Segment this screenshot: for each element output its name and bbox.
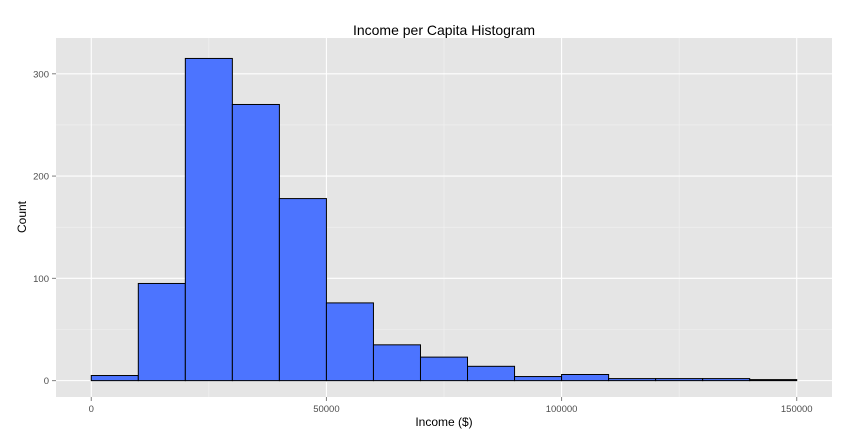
y-tick-label: 300 — [33, 69, 49, 80]
x-axis-label: Income ($) — [415, 415, 472, 429]
histogram-bar — [90, 375, 139, 382]
histogram-bar — [419, 356, 469, 382]
histogram-bars — [90, 57, 798, 382]
histogram-bar — [325, 302, 374, 382]
x-tick-label: 100000 — [546, 404, 578, 415]
histogram-bar — [655, 378, 704, 382]
y-axis-ticks: 0 100 200 300 — [33, 69, 56, 387]
histogram-bar — [561, 373, 610, 382]
y-tick-label: 200 — [33, 172, 49, 183]
histogram-bar — [467, 365, 516, 382]
histogram-bar — [137, 282, 186, 382]
histogram-bar — [372, 344, 421, 382]
histogram-bar — [514, 376, 563, 382]
histogram-bar — [608, 378, 657, 382]
x-tick-label: 0 — [89, 404, 94, 415]
x-tick-label: 50000 — [313, 404, 339, 415]
histogram-bar — [184, 57, 233, 382]
y-tick-label: 100 — [33, 274, 49, 285]
histogram-bar — [278, 198, 327, 382]
chart-title: Income per Capita Histogram — [353, 22, 535, 38]
histogram-bar — [702, 378, 751, 382]
y-tick-label: 0 — [44, 376, 49, 387]
histogram-bar — [749, 379, 798, 382]
x-tick-label: 150000 — [781, 404, 813, 415]
x-axis-ticks: 0 50000 100000 150000 — [89, 397, 813, 415]
y-axis-label: Count — [15, 200, 29, 233]
histogram-bar — [231, 103, 280, 382]
